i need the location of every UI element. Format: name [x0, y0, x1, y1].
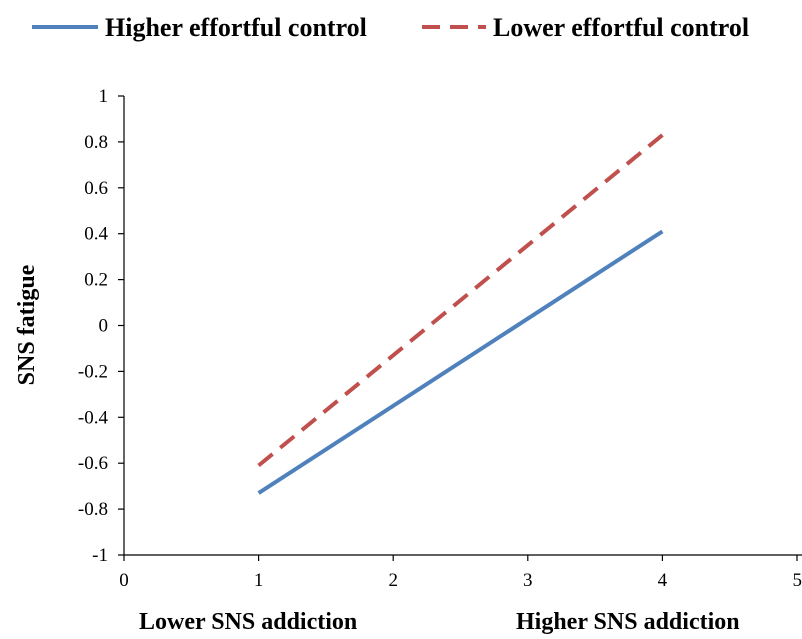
x-tick-label: 1: [254, 570, 264, 591]
y-tick-label: -0.6: [78, 453, 108, 474]
x-tick-label: 5: [793, 570, 802, 591]
series-line-higher-effortful-control: [257, 229, 664, 495]
y-tick-label: -1: [92, 545, 108, 566]
legend-label-higher-effortful-control: Higher effortful control: [105, 13, 367, 42]
legend-label-lower-effortful-control: Lower effortful control: [493, 13, 749, 42]
x-tick-label: 3: [523, 570, 533, 591]
y-tick-label: 0.6: [84, 178, 108, 199]
y-tick-label: -0.4: [78, 407, 109, 428]
y-axis-title: SNS fatigue: [14, 264, 40, 385]
y-tick-label: 1: [99, 86, 109, 107]
x-tick-label: 0: [119, 570, 129, 591]
y-tick-label: 0.4: [84, 224, 108, 245]
y-axis-ticks: 1 0.8 0.6 0.4 0.2 0 -0.2 -0.4 -0.6 -0.8 -1: [78, 86, 124, 566]
x-tick-label: 4: [658, 570, 668, 591]
y-tick-label: -0.8: [78, 499, 108, 520]
x-tick-label: 2: [388, 570, 398, 591]
series-line-lower-effortful-control: [257, 133, 664, 468]
x-axis-ticks: 0 1 2 3 4 5: [119, 555, 802, 591]
y-tick-label: 0.2: [84, 270, 108, 291]
x-axis-title-left: Lower SNS addiction: [139, 609, 357, 635]
y-tick-label: 0.8: [84, 132, 108, 153]
legend: Higher effortful control Lower effortful…: [32, 13, 749, 42]
y-tick-label: -0.2: [78, 361, 108, 382]
axes: [123, 96, 802, 556]
y-tick-label: 0: [99, 316, 109, 337]
x-axis-title-right: Higher SNS addiction: [516, 609, 740, 635]
series-layer: [257, 133, 664, 495]
